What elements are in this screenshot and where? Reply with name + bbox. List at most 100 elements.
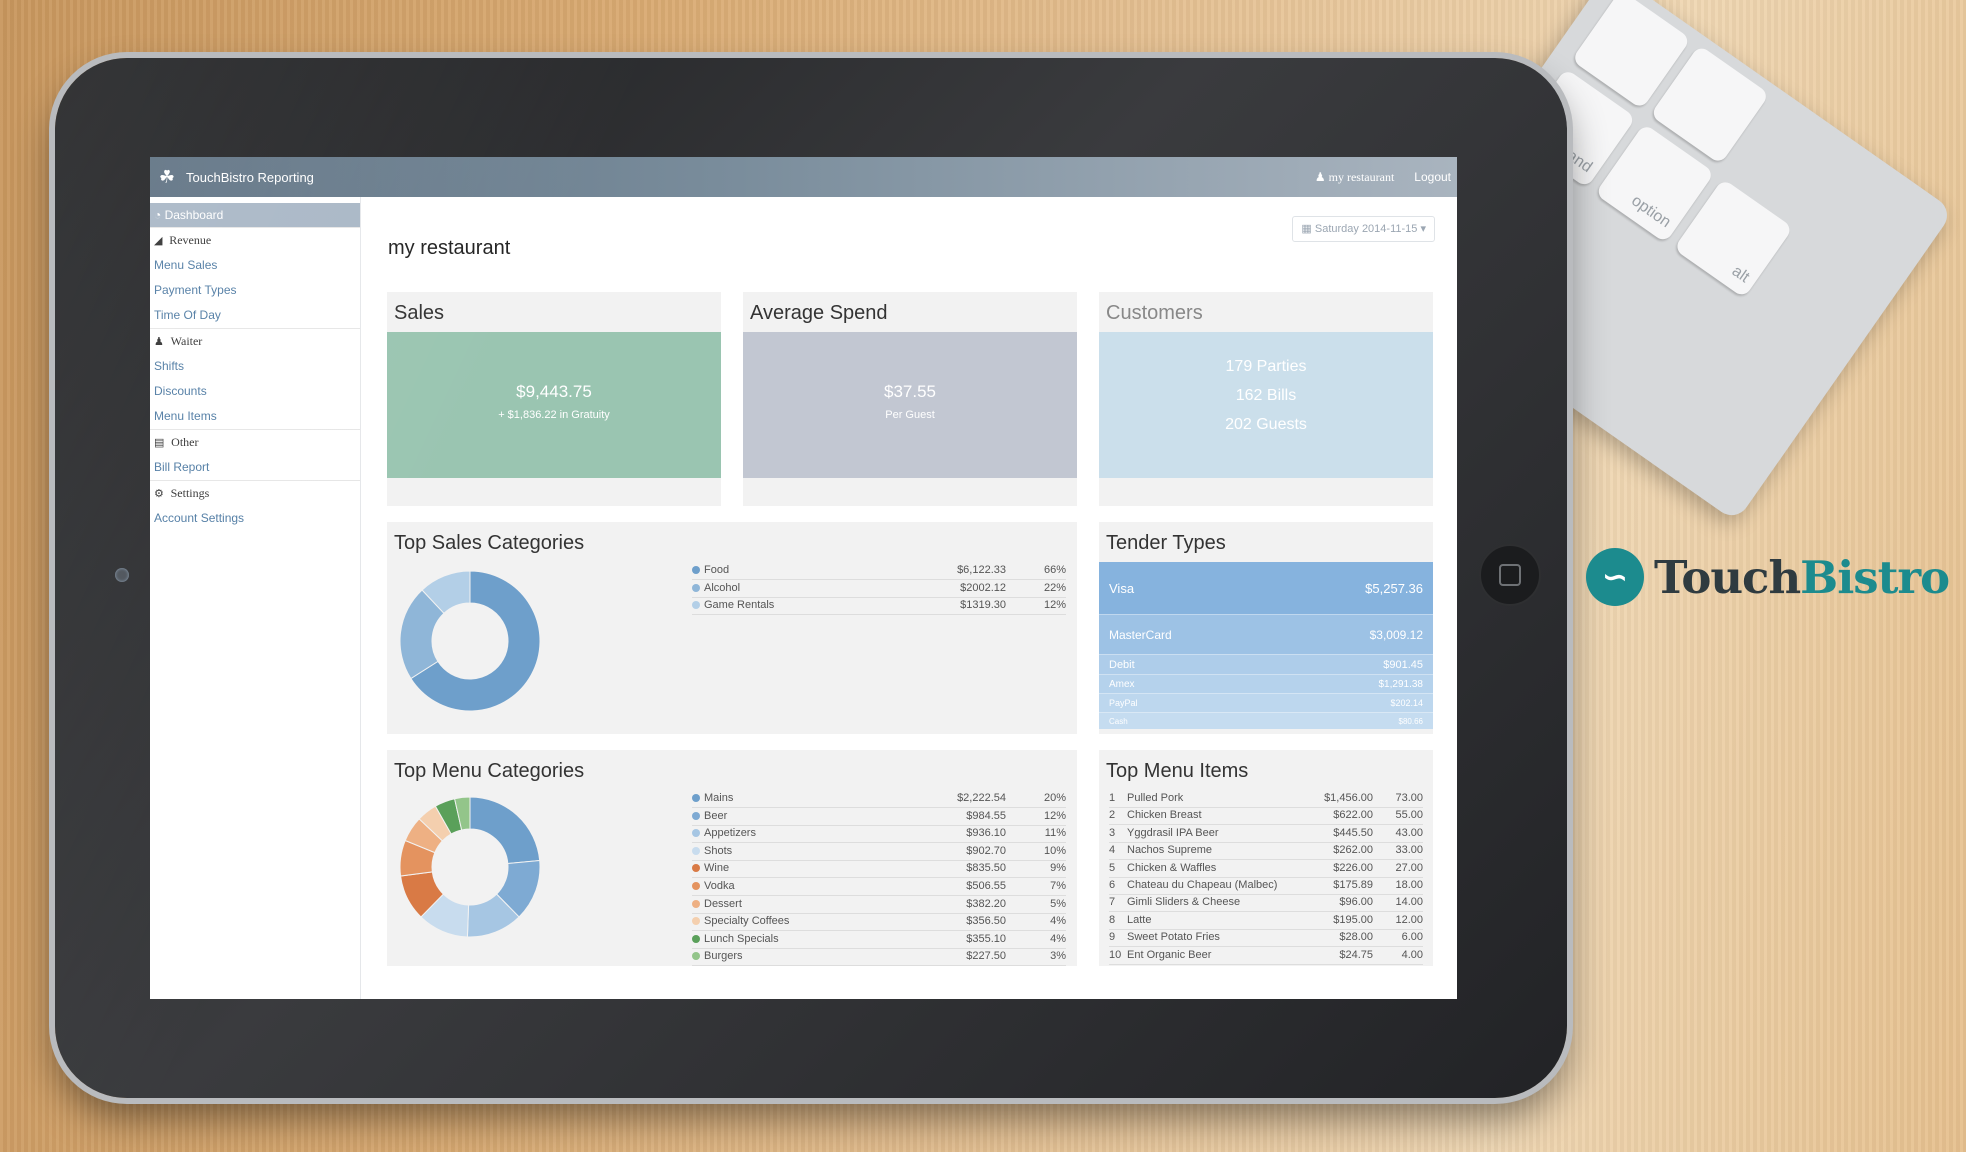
legend-label: Alcohol — [704, 581, 741, 594]
logout-link[interactable]: Logout — [1414, 170, 1451, 184]
app-title[interactable]: TouchBistro Reporting — [186, 169, 314, 185]
menu-item-row: 10 Ent Organic Beer $24.75 4.00 — [1109, 947, 1423, 965]
legend-amount: $355.10 — [966, 932, 1006, 945]
legend-swatch — [692, 846, 700, 855]
top-sales-categories-title: Top Sales Categories — [394, 532, 585, 554]
sidebar-item-shifts[interactable]: Shifts — [150, 354, 360, 379]
sidebar-section-settings: ⚙ Settings — [150, 480, 360, 506]
menu-item-price: $175.89 — [1333, 879, 1373, 891]
tender-types-list: Visa $5,257.36 MasterCard $3,009.12 Debit $90… — [1099, 562, 1433, 729]
menu-item-price: $24.75 — [1339, 948, 1373, 961]
sidebar-label: Discounts — [154, 384, 207, 398]
touchbistro-logo: ∽ TouchBistro — [1586, 548, 1950, 606]
legend-swatch — [692, 952, 700, 961]
tender-row-debit: Debit $901.45 — [1099, 654, 1433, 674]
menu-item-quantity: 27.00 — [1395, 861, 1423, 874]
customers-bills: 162 Bills — [1235, 387, 1297, 404]
sales-gratuity: + $1,836.22 in Gratuity — [498, 409, 610, 421]
gear-icon: ⚙ — [154, 488, 167, 500]
menu-item-rank: 2 — [1109, 809, 1116, 822]
brand-name-part2: Bistro — [1800, 550, 1950, 604]
sidebar-label: Account Settings — [154, 511, 245, 525]
legend-row: Dessert $382.20 5% — [692, 896, 1066, 914]
tender-types-title: Tender Types — [1106, 532, 1226, 554]
menu-item-price: $226.00 — [1333, 861, 1373, 874]
average-spend-card: Average Spend $37.55 Per Guest — [743, 292, 1077, 506]
legend-percent: 3% — [1050, 950, 1066, 963]
legend-amount: $1319.30 — [960, 599, 1006, 612]
menu-item-name: Yggdrasil IPA Beer — [1127, 826, 1219, 839]
legend-percent: 4% — [1050, 932, 1066, 945]
dashboard-icon: ◔ — [154, 208, 165, 222]
legend-percent: 22% — [1043, 581, 1066, 594]
legend-percent: 12% — [1043, 599, 1066, 612]
brand-wordmark: TouchBistro — [1654, 550, 1950, 604]
top-sales-categories-card: Top Sales Categories Food $6,122.33 66% Alc… — [387, 522, 1077, 734]
menu-item-rank: 10 — [1109, 948, 1122, 961]
sidebar: ◔ Dashboard ◢ Revenue Menu Sales Payment Ty… — [150, 197, 361, 999]
brand-name-part1: Touch — [1654, 550, 1801, 604]
sidebar-item-discounts[interactable]: Discounts — [150, 379, 360, 404]
menu-item-name: Gimli Sliders & Cheese — [1127, 896, 1241, 909]
sidebar-item-dashboard[interactable]: ◔ Dashboard — [150, 203, 360, 227]
legend-swatch — [692, 583, 700, 592]
sidebar-item-payment-types[interactable]: Payment Types — [150, 278, 360, 303]
sidebar-item-time-of-day[interactable]: Time Of Day — [150, 303, 360, 328]
home-button[interactable] — [1479, 544, 1541, 606]
menu-item-rank: 1 — [1109, 792, 1116, 804]
user-menu[interactable]: ♟ my restaurant — [1315, 170, 1394, 185]
legend-row: Mains $2,222.54 20% — [692, 790, 1066, 808]
menu-item-quantity: 73.00 — [1395, 792, 1423, 804]
legend-label: Appetizers — [704, 827, 756, 840]
legend-row: Food $6,122.33 66% — [692, 562, 1066, 580]
sidebar-label: Other — [171, 435, 199, 449]
menu-item-quantity: 33.00 — [1395, 844, 1423, 857]
caret-down-icon: ▾ — [1420, 223, 1426, 235]
customers-parties: 179 Parties — [1225, 358, 1307, 375]
sidebar-label: Bill Report — [154, 460, 210, 474]
legend-percent: 5% — [1050, 897, 1066, 910]
menu-item-rank: 9 — [1109, 931, 1116, 944]
top-navbar: ☘ TouchBistro Reporting ♟ my restaurant … — [150, 157, 1457, 197]
menu-item-row: 2 Chicken Breast $622.00 55.00 — [1109, 807, 1423, 826]
sidebar-item-account-settings[interactable]: Account Settings — [150, 506, 360, 531]
menu-item-name: Latte — [1127, 913, 1152, 926]
sidebar-item-bill-report[interactable]: Bill Report — [150, 455, 360, 480]
sidebar-section-revenue: ◢ Revenue — [150, 227, 360, 253]
legend-label: Wine — [704, 862, 730, 875]
menu-item-row: 9 Sweet Potato Fries $28.00 6.00 — [1109, 929, 1423, 948]
sidebar-item-menu-sales[interactable]: Menu Sales — [150, 253, 360, 278]
camera-icon — [115, 568, 129, 582]
home-button-icon — [1499, 564, 1521, 586]
tender-amount: $3,009.12 — [1369, 627, 1423, 642]
sidebar-label: Dashboard — [164, 208, 224, 222]
customers-guests: 202 Guests — [1225, 416, 1307, 433]
sidebar-label: Payment Types — [154, 283, 237, 297]
date-picker-button[interactable]: ▦ Saturday 2014-11-15 ▾ — [1292, 216, 1435, 242]
legend-row: Appetizers $936.10 11% — [692, 825, 1066, 844]
menu-item-rank: 6 — [1109, 879, 1116, 891]
legend-swatch — [692, 794, 700, 802]
legend-swatch — [692, 829, 700, 838]
legend-percent: 66% — [1043, 564, 1066, 576]
menu-item-row: 1 Pulled Pork $1,456.00 73.00 — [1109, 790, 1423, 808]
average-spend-sub: Per Guest — [885, 409, 935, 421]
sidebar-label: Menu Sales — [154, 258, 218, 272]
top-menu-categories-card: Top Menu Categories Mains $2,222.54 20% Bee… — [387, 750, 1077, 967]
legend-row: Wine $835.50 9% — [692, 860, 1066, 879]
sales-card-title: Sales — [394, 302, 445, 324]
top-menu-categories-title: Top Menu Categories — [394, 760, 585, 782]
donut-slice-mains — [469, 796, 541, 865]
legend-swatch — [692, 864, 700, 873]
sales-card: Sales $9,443.75 + $1,836.22 in Gratuity — [387, 292, 721, 506]
tender-amount: $80.66 — [1398, 716, 1423, 726]
legend-label: Game Rentals — [704, 599, 775, 612]
sales-total: $9,443.75 — [516, 382, 592, 401]
sidebar-section-other: ▤ Other — [150, 429, 360, 455]
menu-item-rank: 4 — [1109, 844, 1116, 857]
donut-slice-burgers — [454, 796, 471, 831]
menu-item-quantity: 4.00 — [1401, 948, 1423, 961]
sidebar-item-menu-items[interactable]: Menu Items — [150, 404, 360, 429]
menu-item-price: $96.00 — [1339, 896, 1373, 909]
legend-percent: 9% — [1050, 862, 1066, 875]
